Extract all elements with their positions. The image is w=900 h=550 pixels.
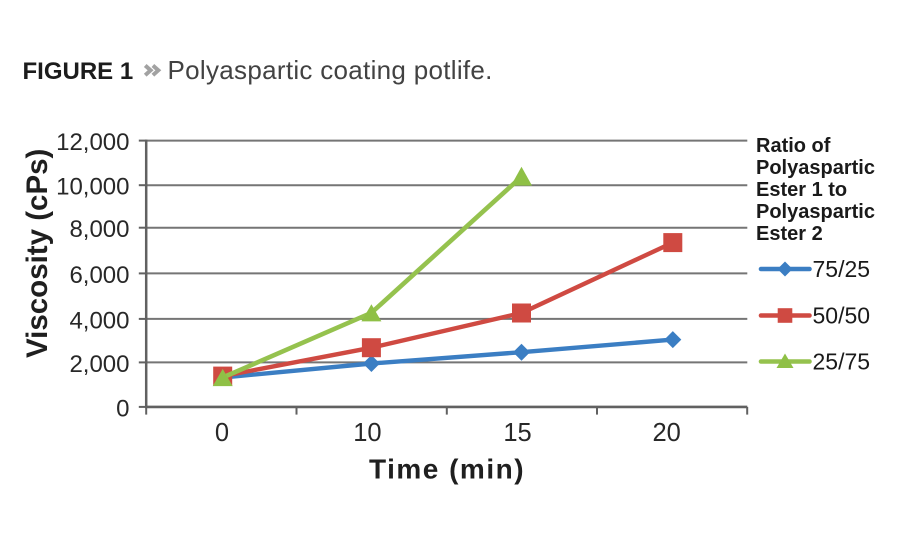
svg-text:Ester 1 to: Ester 1 to [756,179,847,201]
svg-text:10: 10 [353,419,381,447]
svg-text:Polyaspartic: Polyaspartic [756,201,875,223]
svg-text:Ester 2: Ester 2 [756,223,823,245]
svg-text:75/25: 75/25 [813,256,871,282]
svg-text:Time (min): Time (min) [369,454,525,485]
svg-text:0: 0 [116,395,129,422]
svg-text:20: 20 [653,419,681,447]
svg-text:10,000: 10,000 [56,174,129,201]
svg-text:Polyaspartic coating potlife.: Polyaspartic coating potlife. [168,55,493,85]
svg-text:15: 15 [503,419,531,447]
svg-text:50/50: 50/50 [813,303,871,329]
svg-text:0: 0 [215,419,229,447]
svg-text:25/75: 25/75 [813,349,871,375]
svg-text:8,000: 8,000 [69,216,129,243]
svg-text:6,000: 6,000 [69,262,129,289]
svg-text:Viscosity (cPs): Viscosity (cPs) [21,149,54,358]
svg-text:2,000: 2,000 [69,351,129,378]
svg-text:Ratio of: Ratio of [756,135,831,157]
svg-text:12,000: 12,000 [56,129,129,156]
svg-text:FIGURE 1: FIGURE 1 [23,58,134,85]
svg-text:4,000: 4,000 [69,307,129,334]
svg-text:Polyaspartic: Polyaspartic [756,157,875,179]
